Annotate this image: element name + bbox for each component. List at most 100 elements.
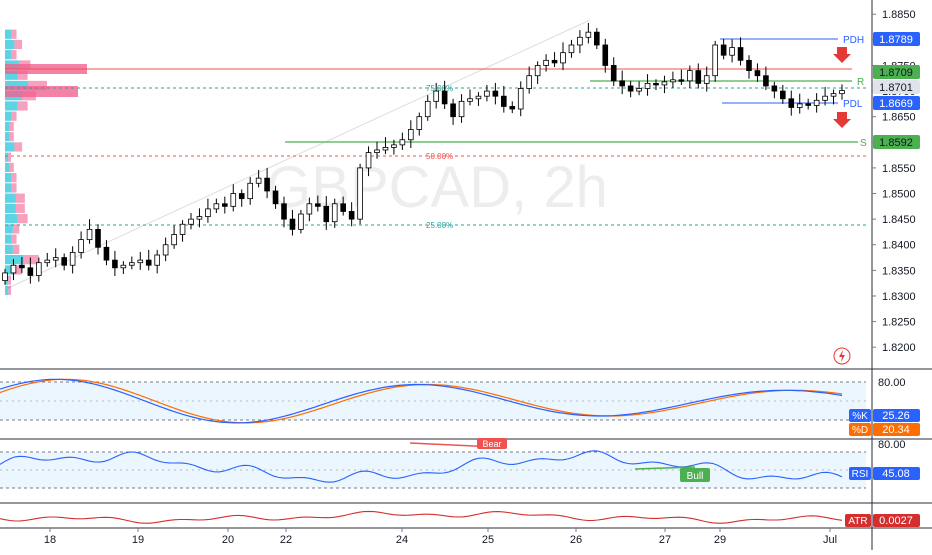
price-tick-label: 1.8200 xyxy=(882,342,916,354)
candle-up xyxy=(391,144,397,148)
candle-down xyxy=(95,228,101,248)
volume-profile-bar-up xyxy=(5,234,12,244)
volume-profile-bar-up xyxy=(5,224,13,234)
volume-profile-bar-down xyxy=(11,50,17,60)
price-tick-label: 1.8350 xyxy=(882,265,916,277)
volume-profile-bar-up xyxy=(5,111,12,121)
stoch-k-badge xyxy=(873,409,920,422)
stoch-k-tag xyxy=(849,409,871,422)
volume-profile-bar-down xyxy=(14,39,23,50)
price-axis[interactable]: 1.88501.88001.87501.87001.86501.86001.85… xyxy=(872,9,916,354)
candle-down xyxy=(441,90,448,105)
candle-up xyxy=(839,90,845,95)
candle-down xyxy=(737,47,744,61)
candle-up xyxy=(179,223,186,235)
candle-up xyxy=(129,262,135,266)
volume-profile-bar-down xyxy=(14,265,23,275)
candle-up xyxy=(458,100,465,118)
volume-profile-bar-down xyxy=(28,80,47,91)
candle-down xyxy=(720,44,727,56)
rsi-value: 45.08 xyxy=(882,468,910,480)
volume-profile-bar-up xyxy=(5,70,18,80)
candle-down xyxy=(27,267,34,276)
candle-down xyxy=(315,203,321,207)
atr-line xyxy=(0,510,843,524)
rsi-axis-label: 80.00 xyxy=(878,439,906,451)
candle-down xyxy=(771,85,778,92)
stoch-k-value: 25.26 xyxy=(882,410,910,422)
candle-up xyxy=(52,257,59,261)
candle-down xyxy=(238,193,245,200)
volume-profile-bar-up xyxy=(5,214,18,224)
candle-down xyxy=(610,65,617,82)
time-tick-label: 27 xyxy=(659,534,671,546)
volume-profile-bar-down xyxy=(9,121,14,132)
pdl-price: 1.8669 xyxy=(879,98,913,110)
volume-profile-bar-up xyxy=(5,265,15,275)
candle-down xyxy=(788,98,795,108)
atr-badge xyxy=(873,514,920,527)
candle-down xyxy=(492,90,499,97)
candle-up xyxy=(247,182,253,200)
down-arrow-icon xyxy=(833,47,851,63)
candle-up xyxy=(120,264,127,269)
bull-badge xyxy=(680,468,710,482)
candle-up xyxy=(137,259,144,264)
pdh-price: 1.8789 xyxy=(879,34,913,46)
candle-up xyxy=(703,75,710,84)
time-tick-label: Jul xyxy=(823,534,837,546)
stoch-axis-label: 80.00 xyxy=(878,377,906,389)
trend-line xyxy=(7,19,591,289)
candle-up xyxy=(433,90,439,102)
volume-profile-bar-up xyxy=(5,50,12,60)
candle-up xyxy=(331,203,338,223)
candle-up xyxy=(661,81,668,86)
time-tick-label: 18 xyxy=(44,534,56,546)
candle-up xyxy=(416,116,423,130)
stoch-d-value: 20.34 xyxy=(882,424,910,436)
candle-up xyxy=(374,149,380,153)
candle-up xyxy=(69,252,76,266)
candle-down xyxy=(619,80,625,87)
rsi-line xyxy=(0,450,843,483)
volume-profile-bar-down xyxy=(11,111,17,121)
down-arrow-icon xyxy=(833,112,851,128)
volume-profile-bar-down xyxy=(15,193,25,203)
volume-profile-bar-up xyxy=(5,162,10,173)
volume-profile-bar-up xyxy=(5,254,24,265)
candle-up xyxy=(534,65,541,77)
alert-lightning-icon[interactable] xyxy=(833,347,851,365)
support-price-badge xyxy=(873,135,920,149)
time-axis[interactable]: 18 19 20 22 24 25 26 27 29 Jul xyxy=(44,528,837,546)
volume-profile-bar-down xyxy=(12,244,20,254)
candle-down xyxy=(805,103,811,106)
price-tick-label: 1.8650 xyxy=(882,112,916,124)
stoch-d-tag xyxy=(849,423,871,436)
candle-down xyxy=(61,257,67,266)
candle-up xyxy=(813,99,820,106)
candle-up xyxy=(399,139,406,146)
lightning-bolt-icon xyxy=(839,350,845,362)
candle-up xyxy=(467,98,473,102)
candle-up xyxy=(644,82,651,89)
volume-profile-bar-up xyxy=(5,121,10,132)
price-tick-label: 1.8500 xyxy=(882,189,916,201)
candle-up xyxy=(357,167,363,220)
rsi-tag xyxy=(849,467,871,480)
candle-up xyxy=(213,203,220,210)
candle-up xyxy=(205,208,211,217)
volume-profile-bar-up xyxy=(5,193,16,203)
candle-down xyxy=(594,31,600,46)
rsi-label: RSI xyxy=(852,469,869,480)
candle-up xyxy=(154,254,160,266)
candle-down xyxy=(145,259,152,266)
volume-profile-bar-down xyxy=(11,173,17,183)
candle-up xyxy=(255,177,262,184)
candle-up xyxy=(365,152,372,169)
candle-up xyxy=(196,216,203,220)
candle-up xyxy=(78,239,84,253)
candle-up xyxy=(712,44,718,77)
price-tick-label: 1.8400 xyxy=(882,240,916,252)
